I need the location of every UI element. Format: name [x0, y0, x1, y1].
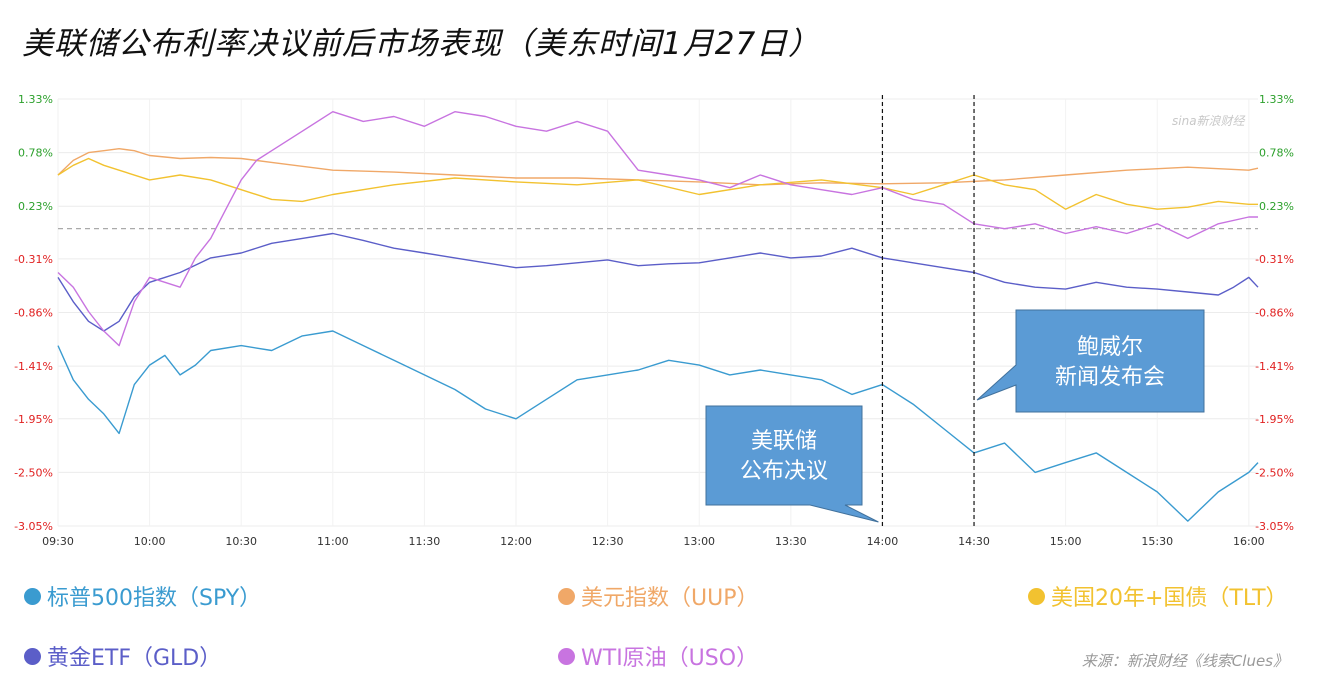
- callout-decision-text: 公布决议: [740, 459, 828, 484]
- legend-dot-tlt: [1028, 587, 1045, 605]
- y-tick-label-left: 0.23%: [18, 200, 53, 213]
- callout-decision: [705, 405, 879, 523]
- y-tick-label-right: 0.78%: [1259, 147, 1294, 160]
- series-line-uup: [57, 147, 1259, 186]
- y-tick-label-left: -0.31%: [14, 253, 53, 266]
- y-tick-label-left: -0.86%: [14, 307, 53, 320]
- callout-press-text: 鲍威尔: [1077, 335, 1143, 360]
- x-tick-label: 14:00: [867, 535, 899, 548]
- series-line-tlt: [57, 157, 1258, 210]
- y-tick-label-right: -1.95%: [1255, 413, 1294, 426]
- legend-label-gld: 黄金ETF（GLD）: [47, 646, 222, 671]
- callout-decision-text: 美联储: [751, 429, 817, 454]
- y-tick-label-left: 0.78%: [18, 147, 53, 160]
- source-note: 来源：新浪财经《线索Clues》: [1081, 652, 1288, 670]
- x-tick-label: 13:30: [775, 535, 807, 548]
- y-tick-label-left: 1.33%: [18, 93, 53, 106]
- y-tick-label-right: 1.33%: [1259, 93, 1294, 106]
- series-line-spy: [57, 330, 1259, 522]
- x-tick-label: 14:30: [958, 535, 990, 548]
- x-tick-label: 10:00: [134, 535, 166, 548]
- x-tick-label: 12:30: [592, 535, 624, 548]
- y-tick-label-right: -2.50%: [1255, 466, 1294, 479]
- x-tick-label: 15:00: [1050, 535, 1082, 548]
- x-tick-label: 13:00: [683, 535, 715, 548]
- x-tick-label: 09:30: [42, 535, 74, 548]
- x-tick-label: 11:30: [409, 535, 441, 548]
- legend-dot-gld: [24, 647, 41, 665]
- chart-title: 美联储公布利率决议前后市场表现（美东时间1月27日）: [22, 26, 821, 62]
- y-tick-label-right: -3.05%: [1255, 520, 1294, 533]
- y-tick-label-left: -2.50%: [14, 466, 53, 479]
- x-tick-label: 11:00: [317, 535, 349, 548]
- legend-gld[interactable]: 黄金ETF（GLD）: [24, 640, 221, 672]
- legend-label-uso: WTI原油（USO）: [581, 646, 759, 671]
- legend-uso[interactable]: WTI原油（USO）: [558, 640, 758, 672]
- y-tick-label-left: -1.95%: [14, 413, 53, 426]
- watermark: sina新浪财经: [1172, 114, 1245, 128]
- legend-tlt[interactable]: 美国20年+国债（TLT）: [1028, 580, 1288, 612]
- legend-label-uup: 美元指数（UUP）: [581, 586, 759, 611]
- y-tick-label-right: 0.23%: [1259, 200, 1294, 213]
- y-tick-label-right: -0.86%: [1255, 307, 1294, 320]
- x-tick-label: 12:00: [500, 535, 532, 548]
- callout-press-text: 新闻发布会: [1055, 365, 1165, 390]
- y-tick-label-left: -3.05%: [14, 520, 53, 533]
- legend-dot-uso: [558, 647, 575, 665]
- legend-label-spy: 标普500指数（SPY）: [47, 586, 262, 611]
- series-line-gld: [57, 232, 1259, 332]
- y-tick-label-right: -1.41%: [1255, 360, 1294, 373]
- legend-dot-uup: [558, 587, 575, 605]
- x-tick-label: 15:30: [1141, 535, 1173, 548]
- legend-dot-spy: [24, 587, 41, 605]
- series-line-uso: [57, 110, 1258, 347]
- x-tick-label: 10:30: [225, 535, 257, 548]
- legend-spy[interactable]: 标普500指数（SPY）: [24, 580, 261, 612]
- legend-label-tlt: 美国20年+国债（TLT）: [1051, 586, 1288, 611]
- callout-press: [976, 309, 1205, 413]
- x-tick-label: 16:00: [1233, 535, 1265, 548]
- y-tick-label-left: -1.41%: [14, 360, 53, 373]
- legend-uup[interactable]: 美元指数（UUP）: [558, 580, 758, 612]
- y-tick-label-right: -0.31%: [1255, 253, 1294, 266]
